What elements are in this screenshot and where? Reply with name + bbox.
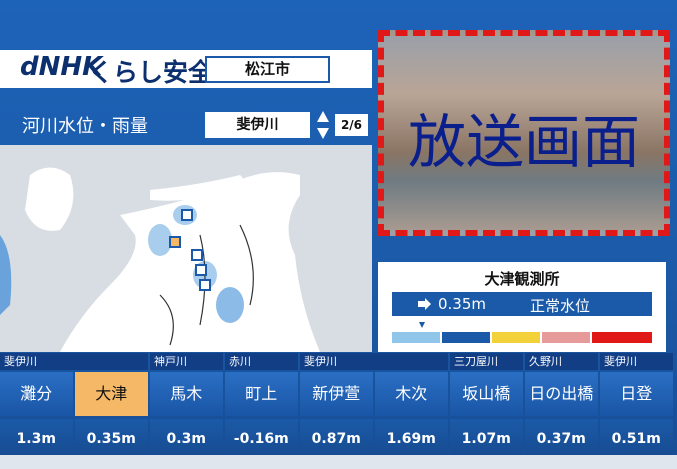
broadcast-frame — [378, 30, 670, 236]
level-bar — [392, 292, 652, 316]
station-cell[interactable]: 木次 — [375, 372, 448, 416]
station-cell[interactable]: 日の出橋 — [525, 372, 598, 416]
river-group-label: 斐伊川 — [300, 353, 448, 370]
station-cell[interactable]: 大津 — [75, 372, 148, 416]
station-level: 0.3m — [150, 419, 223, 455]
station-cell[interactable]: 町上 — [225, 372, 298, 416]
footer-strip — [0, 455, 677, 469]
arrow-icon — [418, 298, 431, 310]
river-group-label: 三刀屋川 — [450, 353, 523, 370]
station-table: 斐伊川灘分 1.3m 大津 0.35m 神戸川馬木 0.3m 赤川町上 -0.16m 斐伊川新伊… — [0, 353, 677, 455]
river-group-label: 久野川 — [525, 353, 598, 370]
station-level: 1.3m — [0, 419, 73, 455]
level-scale — [392, 322, 652, 343]
station-cell[interactable]: 馬木 — [150, 372, 223, 416]
station-cell[interactable]: 坂山橋 — [450, 372, 523, 416]
station-level: 0.35m — [75, 419, 148, 455]
map — [0, 145, 372, 352]
station-level: 0.37m — [525, 419, 598, 455]
page-indicator: 2/6 — [335, 114, 368, 136]
station-cell[interactable]: 日登 — [600, 372, 673, 416]
station-level: 1.07m — [450, 419, 523, 455]
station-level: -0.16m — [225, 419, 298, 455]
broadcast-label: 放送画面 — [407, 108, 640, 176]
river-select[interactable]: 斐伊川 — [205, 112, 310, 138]
river-group-label: 斐伊川 — [600, 353, 673, 370]
station-level: 0.51m — [600, 419, 673, 455]
station-level: 1.69m — [375, 419, 448, 455]
river-group-label: 斐伊川 — [0, 353, 148, 370]
updown-arrows[interactable] — [316, 110, 330, 140]
section-title: 河川水位・雨量 — [22, 116, 148, 137]
station-cell[interactable]: 灘分 — [0, 372, 73, 416]
river-group-label: 神戸川 — [150, 353, 223, 370]
service-name: くらし安全 — [88, 58, 214, 87]
station-status: 正常水位 — [530, 297, 591, 315]
station-level: 0.35m — [438, 295, 487, 313]
city-box[interactable]: 松江市 — [205, 56, 330, 83]
logo: dNHK — [20, 52, 103, 82]
station-cell[interactable]: 新伊萱 — [300, 372, 373, 416]
station-name: 大津観測所 — [484, 270, 560, 288]
station-level: 0.87m — [300, 419, 373, 455]
river-group-label: 赤川 — [225, 353, 298, 370]
